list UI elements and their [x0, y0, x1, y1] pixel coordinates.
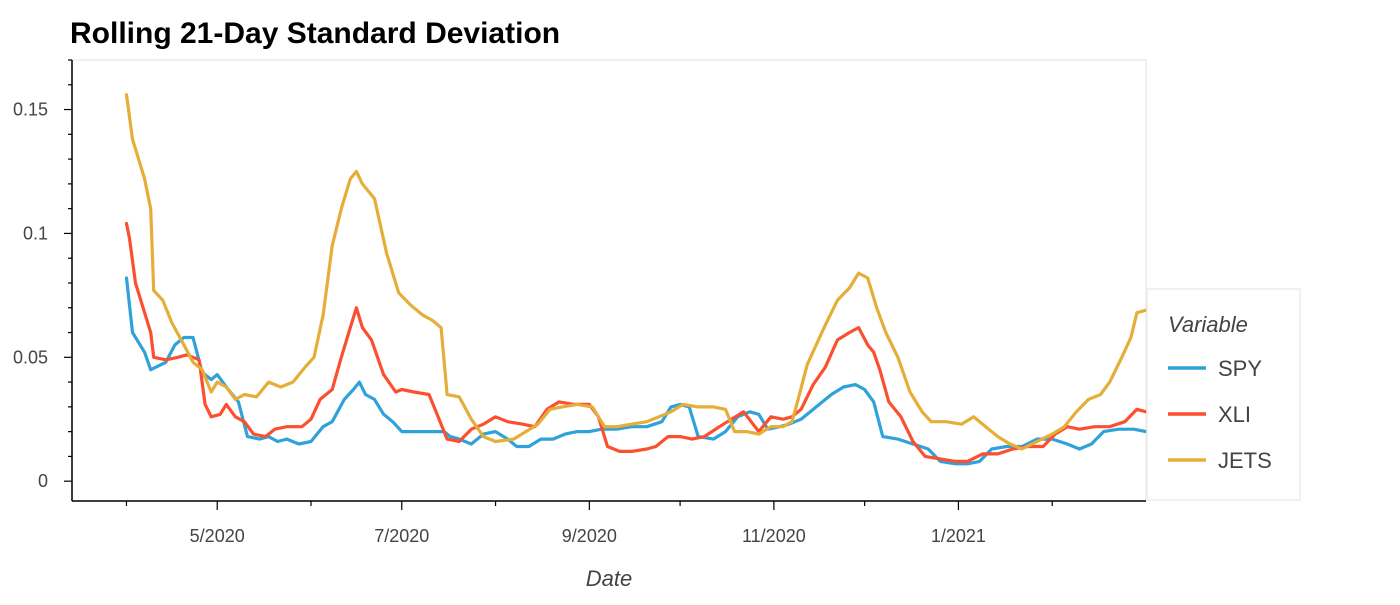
x-tick-label: 11/2020: [742, 526, 806, 546]
legend-title: Variable: [1168, 312, 1248, 337]
plot-area[interactable]: [71, 59, 1147, 502]
legend[interactable]: Variable SPY XLI JETS: [1146, 288, 1301, 501]
series-line-xli[interactable]: [124, 221, 1148, 463]
y-tick-label: 0.1: [23, 223, 48, 243]
legend-label-spy[interactable]: SPY: [1218, 356, 1262, 381]
x-axis: 5/2020 7/2020 9/2020 11/2020 1/2021: [72, 500, 1146, 546]
series-layer: [124, 93, 1148, 466]
y-tick-label: 0: [38, 471, 48, 491]
x-tick-label: 9/2020: [562, 526, 617, 546]
legend-label-jets[interactable]: JETS: [1218, 448, 1272, 473]
x-tick-label: 7/2020: [374, 526, 429, 546]
x-axis-title: Date: [586, 566, 632, 591]
legend-box: [1146, 288, 1301, 501]
chart-title: Rolling 21-Day Standard Deviation: [70, 17, 560, 50]
legend-label-xli[interactable]: XLI: [1218, 402, 1251, 427]
x-tick-label: 1/2021: [931, 526, 986, 546]
y-tick-label: 0.05: [13, 347, 48, 367]
x-tick-label: 5/2020: [190, 526, 245, 546]
series-line-jets[interactable]: [124, 93, 1148, 451]
y-tick-label: 0.15: [13, 100, 48, 120]
y-axis: 0 0.05 0.1 0.15: [13, 59, 73, 501]
legend-items: SPY XLI JETS: [1168, 356, 1272, 473]
